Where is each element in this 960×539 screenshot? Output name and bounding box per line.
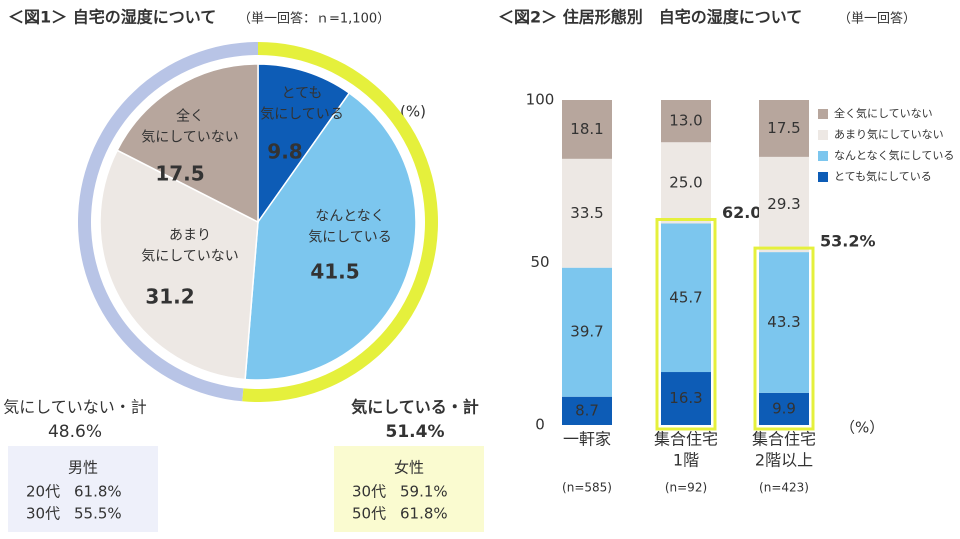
bar-value: 29.3 (767, 195, 800, 213)
group-name: 気にしていない・計 (3, 398, 147, 417)
bar-value: 9.9 (772, 399, 796, 417)
n-label: (n=423) (759, 481, 809, 495)
bar-segment (661, 142, 711, 224)
box-row-label: 30代 (26, 505, 60, 523)
y-tick-label: 50 (530, 253, 549, 271)
group-value: 48.6% (48, 422, 102, 442)
bar-segment (562, 267, 612, 397)
pie-value: 17.5 (155, 162, 204, 186)
chart-title: ＜図2＞ 住居形態別 自宅の湿度について (498, 8, 802, 27)
total-highlight (753, 246, 815, 431)
legend-swatch (818, 130, 828, 140)
box-row-value: 59.1% (400, 483, 448, 501)
pie-value: 41.5 (310, 260, 359, 284)
bar-segment (759, 392, 809, 425)
bar-value: 25.0 (669, 173, 702, 191)
pie-value: 31.2 (145, 285, 194, 309)
pie-value: 9.8 (267, 140, 302, 164)
bar-value: 45.7 (669, 288, 702, 306)
bar-value: 18.1 (570, 120, 603, 138)
box-row-label: 30代 (352, 483, 386, 501)
box-row-value: 55.5% (74, 505, 122, 523)
pie-slice (257, 63, 351, 225)
x-tick-label: 一軒家 (563, 430, 611, 449)
box-row-label: 20代 (26, 483, 60, 501)
chart-subtitle: （単一回答：ｎ=1,100） (238, 11, 390, 27)
x-tick-label: 集合住宅 1階 (654, 429, 718, 469)
legend-swatch (818, 172, 828, 182)
bar-segment (562, 396, 612, 425)
chart-title: ＜図1＞ 自宅の湿度について (8, 8, 216, 27)
legend-label: あまり気にしていない (834, 127, 944, 141)
legend-swatch (818, 151, 828, 161)
box-row-label: 50代 (352, 505, 386, 523)
bar-segment (661, 223, 711, 373)
box-title: 男性 (68, 459, 98, 477)
legend-swatch (818, 109, 828, 119)
pie-slice (116, 63, 259, 224)
pie-slice (99, 149, 259, 381)
pie-label: 全く気にしていない (141, 108, 239, 146)
y-tick-label: 0 (535, 416, 545, 434)
x-tick-label: 集合住宅 2階以上 (752, 429, 816, 469)
total-highlight (655, 218, 717, 431)
box-title: 女性 (394, 459, 424, 477)
bar-value: 16.3 (669, 389, 702, 407)
info-box (334, 446, 484, 532)
bar-segment (661, 372, 711, 425)
box-row-value: 61.8% (74, 483, 122, 501)
info-box (8, 446, 158, 532)
n-label: (n=92) (665, 481, 707, 495)
bar-value: 43.3 (767, 313, 800, 331)
bar-segment (759, 252, 809, 393)
total-label: 53.2% (820, 232, 876, 251)
pie-label: なんとなく気にしている (308, 209, 392, 246)
group-name: 気にしている・計 (351, 398, 479, 417)
bar-segment (759, 156, 809, 253)
legend-label: とても気にしている (834, 169, 932, 183)
y-tick-label: 100 (526, 91, 555, 109)
legend-label: 全く気にしていない (834, 106, 933, 120)
pie-slice (244, 91, 417, 381)
n-label: (n=585) (562, 481, 612, 495)
bar-segment (759, 100, 809, 157)
bar-value: 39.7 (570, 323, 603, 341)
box-row-value: 61.8% (400, 505, 448, 523)
bar-value: 17.5 (767, 119, 800, 137)
unit-label: （%） (840, 419, 884, 437)
chart-subtitle: （単一回答） (838, 11, 916, 27)
bar-segment (661, 100, 711, 143)
pie-label: あまり気にしていない (141, 228, 239, 265)
group-value: 51.4% (386, 422, 445, 442)
pie-label: とても気にしている (260, 86, 344, 123)
bar-segment (562, 100, 612, 159)
bar-segment (562, 158, 612, 268)
bar-value: 13.0 (669, 112, 702, 130)
bar-value: 8.7 (575, 401, 599, 419)
unit-label: (%) (400, 103, 426, 121)
legend-label: なんとなく気にしている (834, 148, 954, 162)
bar-value: 33.5 (570, 204, 603, 222)
